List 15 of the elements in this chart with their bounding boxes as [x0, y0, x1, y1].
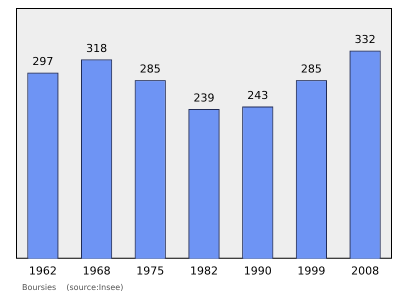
text: Boursies (source:Insee)	[22, 283, 124, 292]
data-label: 297	[32, 54, 54, 68]
data-label: 285	[300, 62, 322, 76]
data-label: 243	[247, 88, 268, 102]
x-tick-label: 1962	[28, 264, 57, 278]
x-tick-label: 2008	[351, 264, 380, 278]
data-label: 285	[140, 62, 161, 76]
x-tick-label: 1968	[82, 264, 111, 278]
data-label: 318	[86, 42, 108, 55]
x-tick-label: 1990	[244, 264, 272, 278]
x-tick-label: 1999	[297, 264, 326, 278]
x-tick-label: 1975	[136, 264, 164, 278]
data-label: 332	[354, 32, 376, 46]
x-tick-label: 1982	[190, 264, 218, 278]
data-label: 239	[194, 91, 214, 104]
